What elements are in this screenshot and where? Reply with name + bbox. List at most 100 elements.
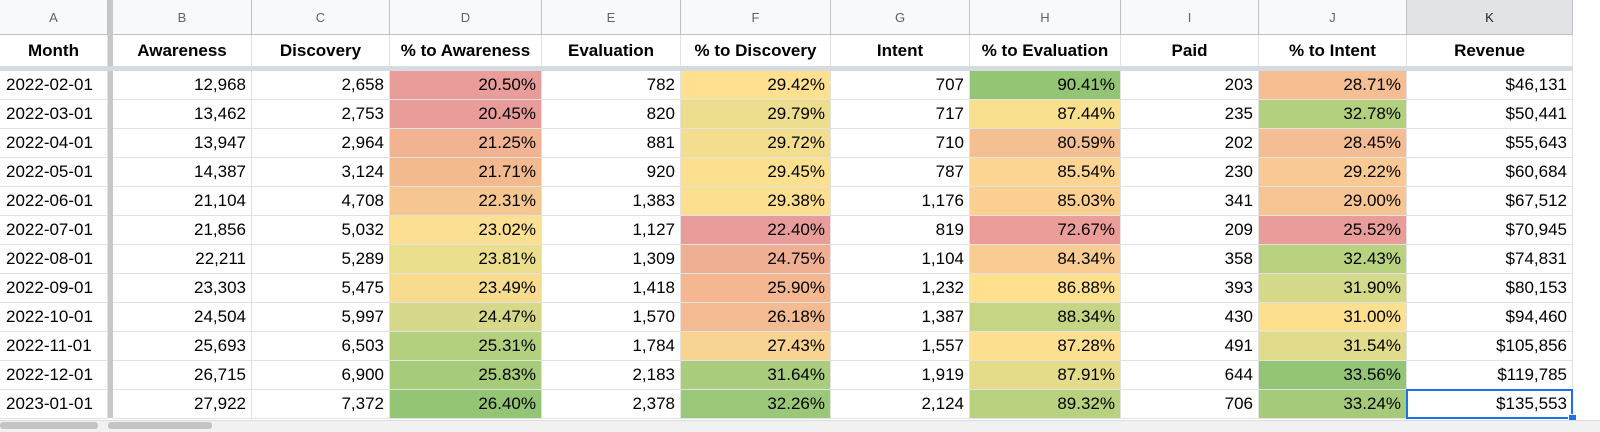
cell-k3[interactable]: $50,441 <box>1407 100 1573 129</box>
cell-b7[interactable]: 21,856 <box>113 216 252 245</box>
cell-k5[interactable]: $60,684 <box>1407 158 1573 187</box>
cell-a5[interactable]: 2022-05-01 <box>0 158 108 187</box>
cell-f7[interactable]: 22.40% <box>681 216 831 245</box>
cell-e6[interactable]: 1,383 <box>542 187 681 216</box>
header-cell[interactable]: Paid <box>1121 35 1259 66</box>
cell-c10[interactable]: 5,997 <box>252 303 390 332</box>
column-header-h[interactable]: H <box>970 0 1121 35</box>
cell-f9[interactable]: 25.90% <box>681 274 831 303</box>
cell-k12[interactable]: $119,785 <box>1407 361 1573 390</box>
cell-f6[interactable]: 29.38% <box>681 187 831 216</box>
column-header-f[interactable]: F <box>681 0 831 35</box>
cell-g12[interactable]: 1,919 <box>831 361 970 390</box>
cell-d9[interactable]: 23.49% <box>390 274 542 303</box>
cell-i2[interactable]: 203 <box>1121 71 1259 100</box>
cell-d11[interactable]: 25.31% <box>390 332 542 361</box>
cell-f10[interactable]: 26.18% <box>681 303 831 332</box>
cell-c13[interactable]: 7,372 <box>252 390 390 419</box>
cell-a12[interactable]: 2022-12-01 <box>0 361 108 390</box>
cell-d5[interactable]: 21.71% <box>390 158 542 187</box>
cell-j4[interactable]: 28.45% <box>1259 129 1407 158</box>
cell-d8[interactable]: 23.81% <box>390 245 542 274</box>
cell-b2[interactable]: 12,968 <box>113 71 252 100</box>
cell-b9[interactable]: 23,303 <box>113 274 252 303</box>
cell-e8[interactable]: 1,309 <box>542 245 681 274</box>
cell-g13[interactable]: 2,124 <box>831 390 970 419</box>
cell-b3[interactable]: 13,462 <box>113 100 252 129</box>
cell-k10[interactable]: $94,460 <box>1407 303 1573 332</box>
cell-g10[interactable]: 1,387 <box>831 303 970 332</box>
cell-f2[interactable]: 29.42% <box>681 71 831 100</box>
column-header-j[interactable]: J <box>1259 0 1407 35</box>
cell-c6[interactable]: 4,708 <box>252 187 390 216</box>
scrollbar-thumb-frozen[interactable] <box>0 422 98 429</box>
cell-j6[interactable]: 29.00% <box>1259 187 1407 216</box>
cell-a8[interactable]: 2022-08-01 <box>0 245 108 274</box>
cell-e4[interactable]: 881 <box>542 129 681 158</box>
cell-h5[interactable]: 85.54% <box>970 158 1121 187</box>
header-cell[interactable]: Awareness <box>113 35 252 66</box>
cell-f8[interactable]: 24.75% <box>681 245 831 274</box>
cell-c8[interactable]: 5,289 <box>252 245 390 274</box>
cell-b11[interactable]: 25,693 <box>113 332 252 361</box>
cell-j10[interactable]: 31.00% <box>1259 303 1407 332</box>
cell-b8[interactable]: 22,211 <box>113 245 252 274</box>
cell-b5[interactable]: 14,387 <box>113 158 252 187</box>
cell-e7[interactable]: 1,127 <box>542 216 681 245</box>
cell-k4[interactable]: $55,643 <box>1407 129 1573 158</box>
cell-e10[interactable]: 1,570 <box>542 303 681 332</box>
cell-g7[interactable]: 819 <box>831 216 970 245</box>
cell-k13[interactable]: $135,553 <box>1407 390 1573 419</box>
scrollbar-thumb[interactable] <box>108 422 212 429</box>
header-cell[interactable]: Month <box>0 35 108 66</box>
cell-h11[interactable]: 87.28% <box>970 332 1121 361</box>
cell-c5[interactable]: 3,124 <box>252 158 390 187</box>
cell-d12[interactable]: 25.83% <box>390 361 542 390</box>
header-cell[interactable]: Intent <box>831 35 970 66</box>
cell-i10[interactable]: 430 <box>1121 303 1259 332</box>
cell-k7[interactable]: $70,945 <box>1407 216 1573 245</box>
cell-a7[interactable]: 2022-07-01 <box>0 216 108 245</box>
cell-i8[interactable]: 358 <box>1121 245 1259 274</box>
cell-i7[interactable]: 209 <box>1121 216 1259 245</box>
header-cell[interactable]: Evaluation <box>542 35 681 66</box>
cell-b6[interactable]: 21,104 <box>113 187 252 216</box>
frozen-column-divider[interactable] <box>108 0 113 418</box>
cell-k8[interactable]: $74,831 <box>1407 245 1573 274</box>
cell-e12[interactable]: 2,183 <box>542 361 681 390</box>
cell-f4[interactable]: 29.72% <box>681 129 831 158</box>
cell-g5[interactable]: 787 <box>831 158 970 187</box>
cell-e2[interactable]: 782 <box>542 71 681 100</box>
cell-d3[interactable]: 20.45% <box>390 100 542 129</box>
cell-d7[interactable]: 23.02% <box>390 216 542 245</box>
cell-h7[interactable]: 72.67% <box>970 216 1121 245</box>
cell-d6[interactable]: 22.31% <box>390 187 542 216</box>
header-cell[interactable]: % to Discovery <box>681 35 831 66</box>
cell-c9[interactable]: 5,475 <box>252 274 390 303</box>
cell-b10[interactable]: 24,504 <box>113 303 252 332</box>
cell-a3[interactable]: 2022-03-01 <box>0 100 108 129</box>
cell-j13[interactable]: 33.24% <box>1259 390 1407 419</box>
cell-f5[interactable]: 29.45% <box>681 158 831 187</box>
cell-j7[interactable]: 25.52% <box>1259 216 1407 245</box>
cell-e3[interactable]: 820 <box>542 100 681 129</box>
cell-e9[interactable]: 1,418 <box>542 274 681 303</box>
column-header-e[interactable]: E <box>542 0 681 35</box>
cell-e13[interactable]: 2,378 <box>542 390 681 419</box>
header-cell[interactable]: % to Intent <box>1259 35 1407 66</box>
cell-d2[interactable]: 20.50% <box>390 71 542 100</box>
cell-j12[interactable]: 33.56% <box>1259 361 1407 390</box>
cell-e5[interactable]: 920 <box>542 158 681 187</box>
column-header-i[interactable]: I <box>1121 0 1259 35</box>
header-cell[interactable]: Discovery <box>252 35 390 66</box>
cell-h8[interactable]: 84.34% <box>970 245 1121 274</box>
cell-i11[interactable]: 491 <box>1121 332 1259 361</box>
cell-i9[interactable]: 393 <box>1121 274 1259 303</box>
cell-h4[interactable]: 80.59% <box>970 129 1121 158</box>
cell-g8[interactable]: 1,104 <box>831 245 970 274</box>
column-header-a[interactable]: A <box>0 0 108 35</box>
cell-g6[interactable]: 1,176 <box>831 187 970 216</box>
cell-c2[interactable]: 2,658 <box>252 71 390 100</box>
horizontal-scrollbar[interactable] <box>0 420 1600 432</box>
column-header-b[interactable]: B <box>113 0 252 35</box>
